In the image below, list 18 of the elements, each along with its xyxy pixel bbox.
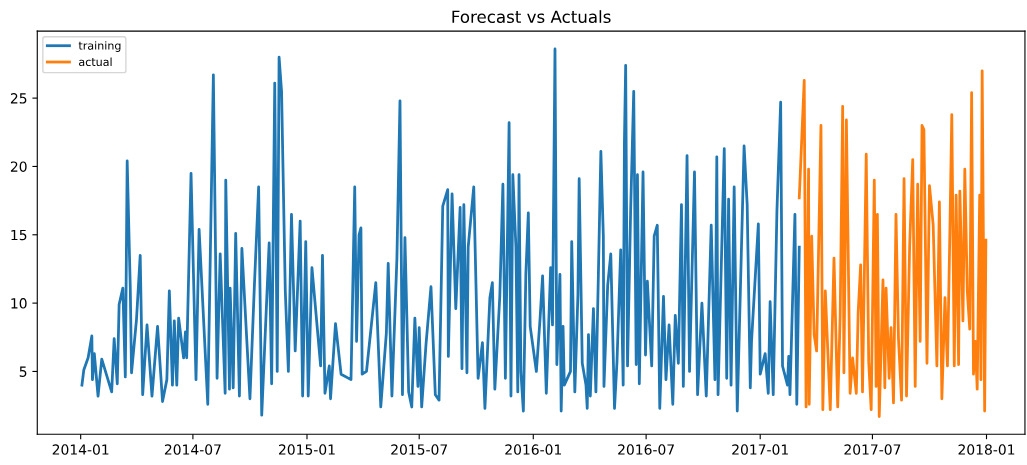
line-series <box>797 69 988 418</box>
x-tick-label: 2016-07 <box>618 444 674 455</box>
chart-title: Forecast vs Actuals <box>452 10 611 24</box>
x-tick-label: 2018-01 <box>958 444 1015 455</box>
x-tick-label: 2014-01 <box>52 444 109 455</box>
y-tick-label: 10 <box>11 298 27 309</box>
x-tick-label: 2017-01 <box>732 444 788 455</box>
x-tick-label: 2014-07 <box>164 444 221 455</box>
x-tick-label: 2017-07 <box>844 444 901 455</box>
x-tick-label: 2015-01 <box>278 444 335 455</box>
y-tick-label: 15 <box>11 229 27 241</box>
legend-label: actual <box>79 57 112 67</box>
x-tick-label: 2016-01 <box>505 444 562 455</box>
y-tick-label: 5 <box>19 366 27 377</box>
x-tick-label: 2015-07 <box>391 444 448 455</box>
y-tick-label: 25 <box>10 93 27 104</box>
legend-label: training <box>78 41 121 52</box>
y-tick-label: 20 <box>10 161 27 172</box>
